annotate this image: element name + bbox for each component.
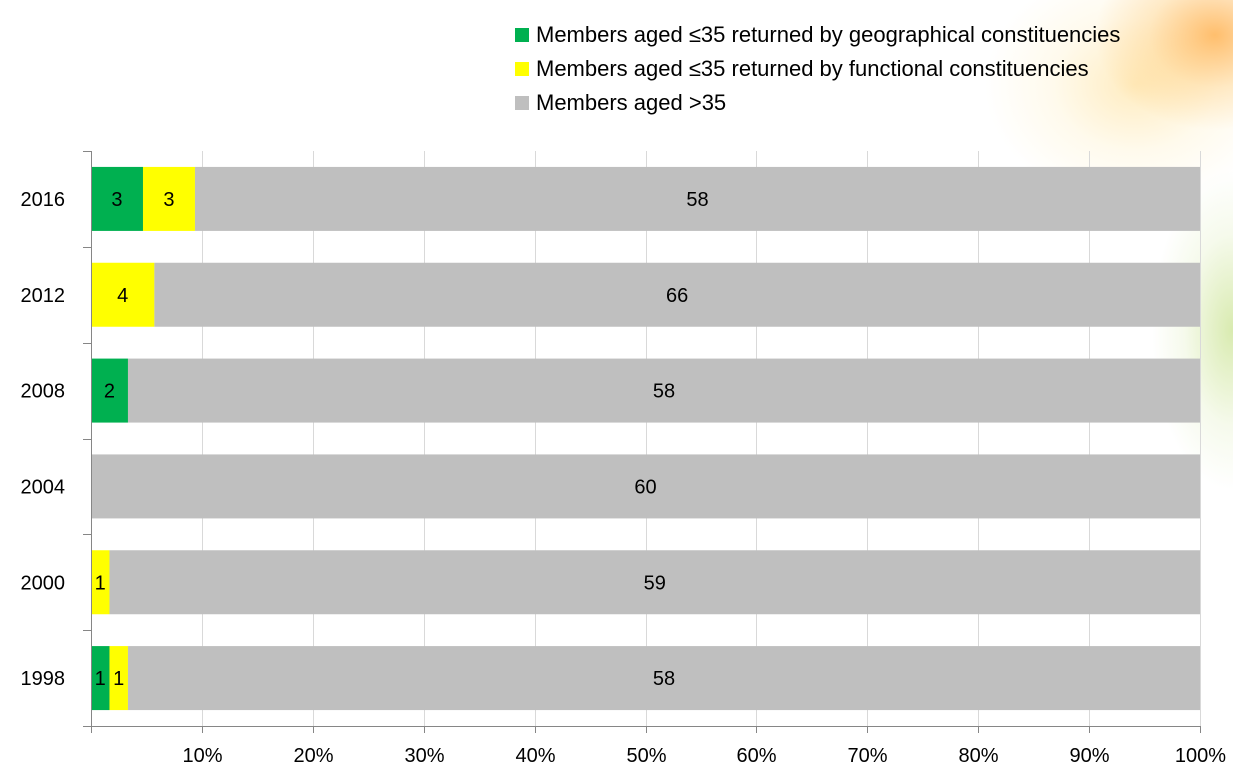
data-label: 60 [634,476,656,498]
x-tick-label: 20% [293,745,333,767]
data-label: 3 [111,189,122,211]
bar-segment [91,454,1200,519]
bar-segment [109,646,128,711]
bar-segment [109,550,1201,615]
data-label: 4 [117,285,128,307]
data-label: 1 [113,668,124,690]
bars [91,166,1201,711]
x-tick-label: 40% [515,745,555,767]
bar-segment [154,262,1200,327]
bar-segment [127,646,1200,711]
x-tick-label: 70% [847,745,887,767]
x-tick-label: 50% [626,745,666,767]
bar-segment [91,646,110,711]
y-category-label: 2000 [21,572,66,594]
y-category-label: 2012 [21,285,66,307]
legend-label-over-35: Members aged >35 [536,90,727,115]
x-tick-label: 10% [182,745,222,767]
bar-segment [91,358,128,423]
legend-swatch-functional [515,62,529,76]
data-label: 58 [653,668,675,690]
bar-segment [127,358,1200,423]
legend-item-geographical: Members aged ≤35 returned by geographica… [515,18,1215,52]
labels: 10% 20% 30% 40% 50% 60% 70% 80% 90% 100% 3 3 58 2016 4… [21,189,1227,767]
x-tick-label: 90% [1069,745,1109,767]
legend: Members aged ≤35 returned by geographica… [515,18,1215,120]
gridlines [202,151,1201,726]
x-tick-label: 100% [1175,745,1226,767]
bar-segment [91,550,110,615]
bar-segment [91,262,155,327]
x-tick-label: 80% [958,745,998,767]
legend-swatch-geographical [515,28,529,42]
data-label: 59 [644,572,666,594]
axes [83,151,1201,733]
y-category-label: 2004 [21,476,66,498]
legend-item-functional: Members aged ≤35 returned by functional … [515,52,1215,86]
bar-segment [194,166,1200,231]
legend-label-geographical: Members aged ≤35 returned by geographica… [536,22,1121,47]
legend-label-functional: Members aged ≤35 returned by functional … [536,56,1089,81]
y-category-label: 2008 [21,381,66,403]
bar-segment [91,166,143,231]
x-tick-label: 60% [736,745,776,767]
y-category-label: 1998 [21,668,66,690]
data-label: 1 [95,668,106,690]
data-label: 58 [653,381,675,403]
x-tick-label: 30% [404,745,444,767]
data-label: 66 [666,285,688,307]
bar-segment [142,166,195,231]
legend-swatch-over-35 [515,96,529,110]
legend-item-over-35: Members aged >35 [515,86,1215,120]
data-label: 58 [686,189,708,211]
data-label: 3 [163,189,174,211]
y-category-label: 2016 [21,189,66,211]
data-label: 1 [95,572,106,594]
data-label: 2 [104,381,115,403]
